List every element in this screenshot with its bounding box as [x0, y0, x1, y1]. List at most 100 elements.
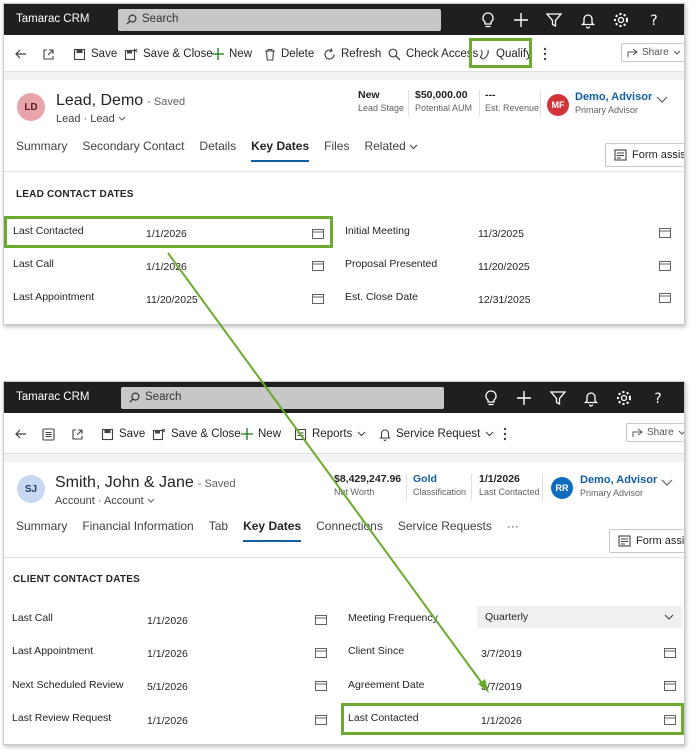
form-assist-button[interactable]: Form assist	[605, 143, 685, 167]
share-button[interactable]: Share	[621, 43, 684, 62]
lightbulb-icon[interactable]	[482, 389, 500, 407]
save-button[interactable]: Save	[73, 44, 117, 64]
new-button[interactable]: New	[241, 424, 281, 444]
tab-files[interactable]: Files	[324, 139, 350, 153]
save-close-button[interactable]: Save & Close	[152, 424, 241, 444]
calendar-icon[interactable]	[312, 228, 324, 239]
plus-icon[interactable]	[512, 11, 530, 29]
delete-button[interactable]: Delete	[264, 44, 314, 64]
field-value-est-close-date[interactable]: 12/31/2025	[478, 294, 531, 306]
field-value-agreement-date[interactable]: 3/7/2019	[481, 681, 522, 693]
gear-icon[interactable]	[612, 11, 630, 29]
reports-button[interactable]: Reports	[294, 424, 366, 444]
divider	[540, 90, 541, 116]
calendar-icon[interactable]	[664, 680, 676, 691]
form-assist-icon	[614, 149, 627, 161]
bell-icon[interactable]	[582, 389, 600, 407]
filter-icon[interactable]	[545, 11, 563, 29]
service-request-button[interactable]: Service Request	[379, 424, 494, 444]
tab-tab[interactable]: Tab	[208, 519, 229, 533]
field-value-last-appointment[interactable]: 1/1/2026	[147, 648, 188, 660]
global-search[interactable]: Search	[121, 387, 444, 409]
more-commands-button[interactable]	[502, 424, 508, 444]
field-value-proposal-presented[interactable]: 11/20/2025	[478, 261, 530, 273]
share-button[interactable]: Share	[626, 423, 684, 442]
open-new-window-button[interactable]	[71, 424, 84, 444]
help-icon[interactable]: ?	[645, 11, 663, 29]
field-value-last-contacted[interactable]: 1/1/2026	[481, 715, 522, 727]
calendar-icon[interactable]	[315, 680, 327, 691]
field-value-last-review-request[interactable]: 1/1/2026	[147, 715, 188, 727]
global-search[interactable]: Search	[118, 9, 441, 31]
tab-secondary-contact[interactable]: Secondary Contact	[82, 139, 185, 153]
owner-role: Primary Advisor	[580, 488, 644, 498]
share-label: Share	[647, 427, 674, 438]
form-assist-button[interactable]: Form assist	[609, 529, 684, 553]
tab-summary[interactable]: Summary	[16, 139, 68, 153]
tab-connections[interactable]: Connections	[316, 519, 383, 533]
field-label-agreement-date: Agreement Date	[348, 679, 425, 691]
tab-service-requests[interactable]: Service Requests	[397, 519, 492, 533]
field-value-next-scheduled-review[interactable]: 5/1/2026	[147, 681, 188, 693]
form-selector[interactable]: Lead	[90, 113, 115, 125]
calendar-icon[interactable]	[664, 647, 676, 658]
calendar-icon[interactable]	[315, 647, 327, 658]
gear-icon[interactable]	[615, 389, 633, 407]
calendar-icon[interactable]	[312, 293, 324, 304]
refresh-button[interactable]: Refresh	[323, 44, 381, 64]
tab-key-dates[interactable]: Key Dates	[243, 519, 302, 542]
owner-name[interactable]: Demo, Advisor	[575, 91, 653, 103]
qualify-button[interactable]: Qualify	[478, 44, 532, 64]
record-set-button[interactable]	[42, 424, 55, 444]
calendar-icon[interactable]	[312, 260, 324, 271]
meeting-frequency-select[interactable]: Quarterly	[477, 606, 682, 628]
help-icon[interactable]: ?	[649, 389, 667, 407]
header-metric-last-contacted: 1/1/2026 Last Contacted	[479, 473, 540, 497]
lightbulb-icon[interactable]	[479, 11, 497, 29]
plus-icon[interactable]	[515, 389, 533, 407]
record-name: Smith, John & Jane	[55, 474, 194, 491]
form-selector[interactable]: Account	[103, 495, 144, 507]
back-button[interactable]	[14, 44, 28, 64]
tab-related[interactable]: Related	[364, 139, 418, 162]
tab-key-dates[interactable]: Key Dates	[251, 139, 310, 162]
chevron-down-icon[interactable]	[118, 116, 126, 122]
list-icon	[42, 427, 55, 441]
tab-summary[interactable]: Summary	[16, 519, 68, 533]
new-button[interactable]: New	[212, 44, 252, 64]
owner-name[interactable]: Demo, Advisor	[580, 474, 658, 486]
check-access-button[interactable]: Check Access	[388, 44, 478, 64]
calendar-icon[interactable]	[659, 227, 671, 238]
field-value-last-appointment[interactable]: 11/20/2025	[146, 294, 198, 306]
calendar-icon[interactable]	[315, 614, 327, 625]
calendar-icon[interactable]	[315, 714, 327, 725]
open-new-window-button[interactable]	[42, 44, 55, 64]
field-label-last-appointment: Last Appointment	[12, 645, 94, 657]
lead-record-window: Tamarac CRM Search ? Save Save & Close N…	[3, 3, 685, 325]
tab-financial-information[interactable]: Financial Information	[82, 519, 194, 533]
more-vertical-icon	[503, 427, 507, 441]
form-assist-label: Form assist	[632, 149, 685, 161]
save-button[interactable]: Save	[101, 424, 145, 444]
calendar-icon[interactable]	[659, 292, 671, 303]
header-expand-chevron-icon[interactable]	[656, 96, 668, 104]
back-button[interactable]	[14, 424, 28, 444]
chevron-down-icon[interactable]	[147, 498, 155, 504]
calendar-icon[interactable]	[664, 714, 676, 725]
top-nav-bar: Tamarac CRM Search ?	[4, 382, 684, 413]
field-value-last-call[interactable]: 1/1/2026	[146, 261, 187, 273]
more-commands-button[interactable]	[542, 44, 548, 64]
filter-icon[interactable]	[549, 389, 567, 407]
field-value-client-since[interactable]: 3/7/2019	[481, 648, 522, 660]
calendar-icon[interactable]	[659, 260, 671, 271]
field-label-last-review-request: Last Review Request	[12, 712, 112, 724]
header-expand-chevron-icon[interactable]	[661, 479, 673, 487]
field-value-last-call[interactable]: 1/1/2026	[147, 615, 188, 627]
metric-value[interactable]: Gold	[413, 473, 437, 485]
field-value-initial-meeting[interactable]: 11/3/2025	[478, 228, 524, 240]
field-value-last-contacted[interactable]: 1/1/2026	[146, 228, 187, 240]
bell-icon[interactable]	[579, 11, 597, 29]
tab-details[interactable]: Details	[199, 139, 237, 153]
tab-more[interactable]: ···	[506, 519, 519, 533]
save-close-button[interactable]: Save & Close	[124, 44, 213, 64]
